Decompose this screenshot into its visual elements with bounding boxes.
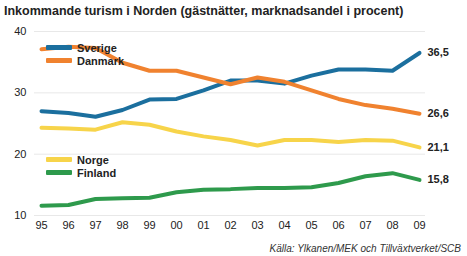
- svg-text:97: 97: [89, 219, 101, 231]
- svg-text:15,8: 15,8: [428, 173, 449, 185]
- svg-text:03: 03: [251, 219, 263, 231]
- html-text:Inkommande turism i Norden (gä: Inkommande turism i Norden (gästnätter, …: [4, 4, 404, 18]
- svg-text:36,5: 36,5: [428, 46, 449, 58]
- svg-text:06: 06: [332, 219, 344, 231]
- svg-text:00: 00: [170, 219, 182, 231]
- svg-text:99: 99: [143, 219, 155, 231]
- svg-text:07: 07: [359, 219, 371, 231]
- html-text:Finland: Finland: [77, 166, 117, 179]
- html-text:Norge: Norge: [77, 153, 109, 166]
- svg-text:26,6: 26,6: [428, 107, 449, 119]
- svg-text:98: 98: [116, 219, 128, 231]
- svg-text:10: 10: [14, 209, 26, 221]
- html-text:Danmark: Danmark: [77, 54, 125, 67]
- svg-text:01: 01: [197, 219, 209, 231]
- svg-text:40: 40: [14, 25, 26, 37]
- svg-text:21,1: 21,1: [428, 141, 449, 153]
- svg-text:09: 09: [413, 219, 425, 231]
- html-text:Sverige: Sverige: [77, 41, 117, 54]
- svg-text:08: 08: [386, 219, 398, 231]
- html-text:Källa: Ylkanen/MEK och Tillväx: Källa: Ylkanen/MEK och Tillväxtverket/SC…: [269, 243, 461, 254]
- svg-text:05: 05: [305, 219, 317, 231]
- svg-text:02: 02: [224, 219, 236, 231]
- svg-text:96: 96: [62, 219, 74, 231]
- svg-text:95: 95: [35, 219, 47, 231]
- svg-text:04: 04: [278, 219, 290, 231]
- svg-text:20: 20: [14, 148, 26, 160]
- svg-text:30: 30: [14, 86, 26, 98]
